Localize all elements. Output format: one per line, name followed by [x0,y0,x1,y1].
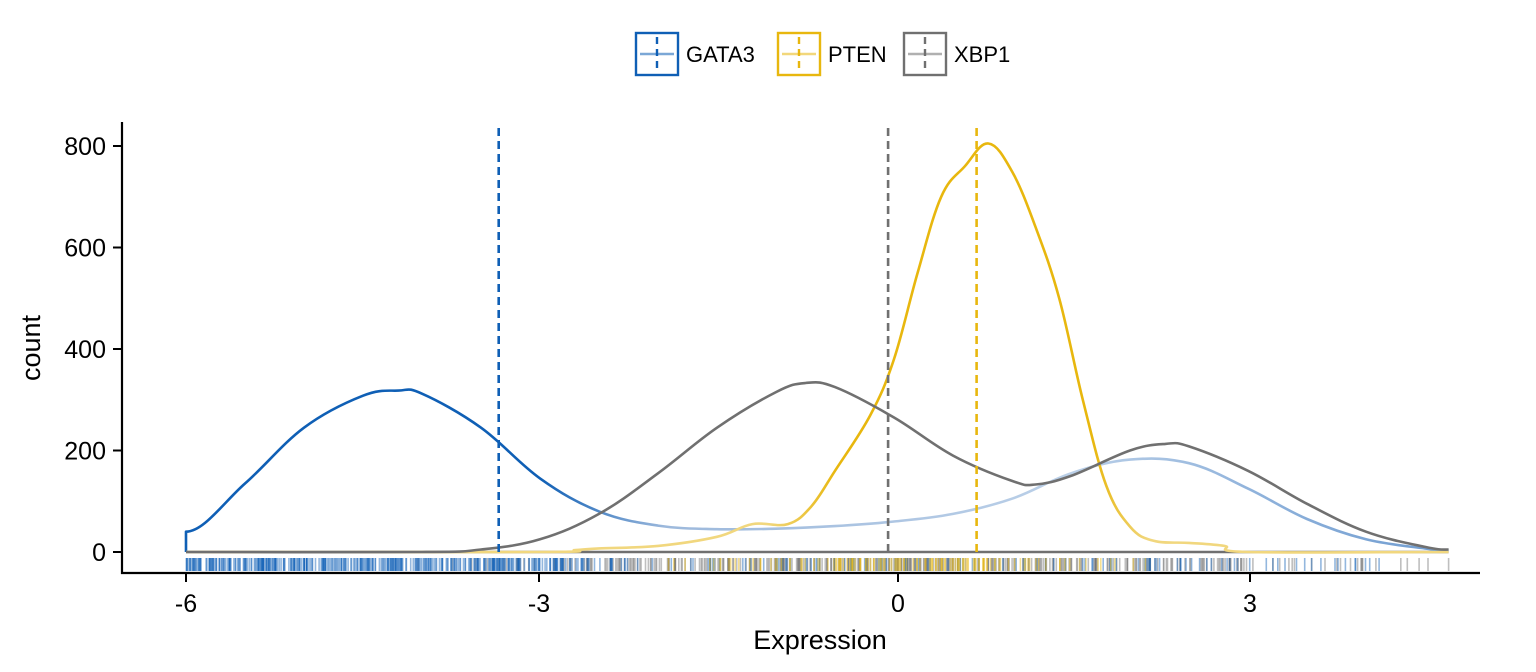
legend: GATA3 PTEN XBP1 [634,31,1010,77]
x-axis-title: Expression [753,625,887,655]
x-tick-label: -3 [528,590,550,618]
legend-item-pten: PTEN [776,31,887,77]
y-tick-label: 400 [64,336,106,364]
legend-label-xbp1: XBP1 [954,42,1010,67]
y-tick-label: 600 [64,235,106,263]
legend-item-xbp1: XBP1 [902,31,1010,77]
y-axis-title: count [16,314,46,381]
density-series [184,142,1449,554]
x-tick-label: 0 [891,590,905,618]
x-ticks: -6 -3 0 3 [175,573,1257,618]
legend-item-gata3: GATA3 [634,31,755,77]
y-tick-label: 0 [92,539,106,567]
y-ticks: 0 200 400 600 800 [64,133,122,567]
x-tick-label: 3 [1243,590,1257,618]
x-tick-label: -6 [175,590,197,618]
density-line-pten [185,142,1449,554]
y-tick-label: 800 [64,133,106,161]
y-tick-label: 200 [64,438,106,466]
density-line-xbp1 [185,380,1449,554]
legend-label-pten: PTEN [828,42,887,67]
density-line-gata3 [184,388,1449,552]
mean-lines [497,128,978,552]
legend-label-gata3: GATA3 [686,42,755,67]
rug-marks [185,558,1450,571]
axes [120,122,1480,575]
